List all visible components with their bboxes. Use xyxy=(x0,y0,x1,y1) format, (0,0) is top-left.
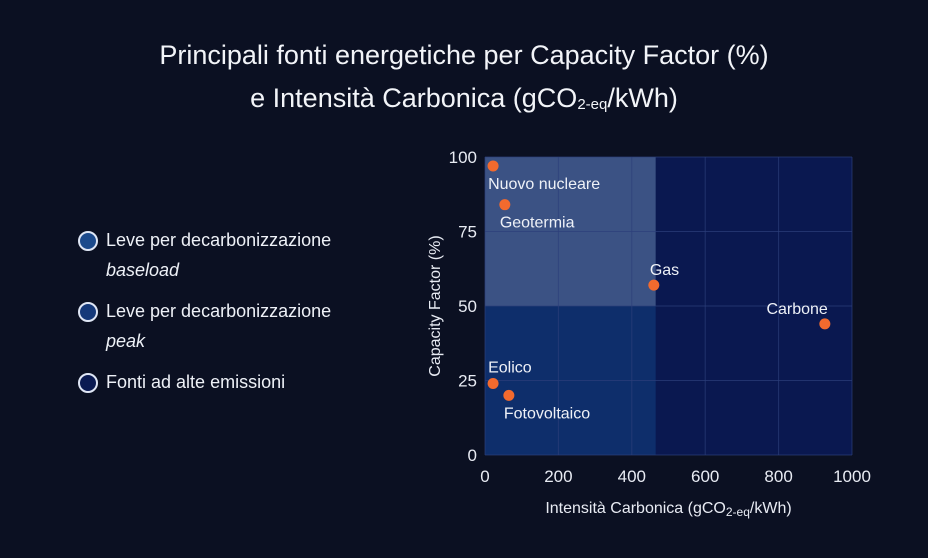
x-tick-label: 600 xyxy=(691,467,719,486)
y-tick-label: 25 xyxy=(458,372,477,391)
data-point xyxy=(499,199,511,211)
chart-title: Principali fonti energetiche per Capacit… xyxy=(0,34,928,126)
legend-item-peak: Leve per decarbonizzazione peak xyxy=(78,299,331,356)
y-axis-label: Capacity Factor (%) xyxy=(427,235,444,376)
y-tick-label: 100 xyxy=(449,148,477,167)
data-point xyxy=(819,318,831,330)
legend-item-baseload: Leve per decarbonizzazione baseload xyxy=(78,228,331,285)
x-tick-label: 800 xyxy=(764,467,792,486)
y-tick-label: 50 xyxy=(458,297,477,316)
x-tick-label: 1000 xyxy=(833,467,871,486)
data-point xyxy=(487,160,499,172)
legend-item-high-emissions: Fonti ad alte emissioni xyxy=(78,370,331,397)
y-tick-label: 0 xyxy=(468,446,477,465)
title-line-2: e Intensità Carbonica (gCO2-eq/kWh) xyxy=(250,83,678,113)
data-point xyxy=(487,377,499,389)
x-axis-label: Intensità Carbonica (gCO2-eq/kWh) xyxy=(545,500,791,519)
point-label: Carbone xyxy=(766,301,827,318)
legend-swatch-icon xyxy=(78,373,98,393)
y-tick-label: 75 xyxy=(458,223,477,242)
data-point xyxy=(503,389,515,401)
point-label: Gas xyxy=(650,262,679,279)
data-point xyxy=(648,279,660,291)
legend-swatch-icon xyxy=(78,302,98,322)
legend: Leve per decarbonizzazione baseload Leve … xyxy=(78,228,331,411)
title-line-1: Principali fonti energetiche per Capacit… xyxy=(159,40,769,70)
point-label: Eolico xyxy=(488,359,532,376)
point-label: Nuovo nucleare xyxy=(488,176,600,193)
point-label: Geotermia xyxy=(500,215,575,232)
legend-swatch-icon xyxy=(78,231,98,251)
x-tick-label: 400 xyxy=(618,467,646,486)
point-label: Fotovoltaico xyxy=(504,405,590,422)
x-tick-label: 0 xyxy=(480,467,489,486)
x-tick-label: 200 xyxy=(544,467,572,486)
